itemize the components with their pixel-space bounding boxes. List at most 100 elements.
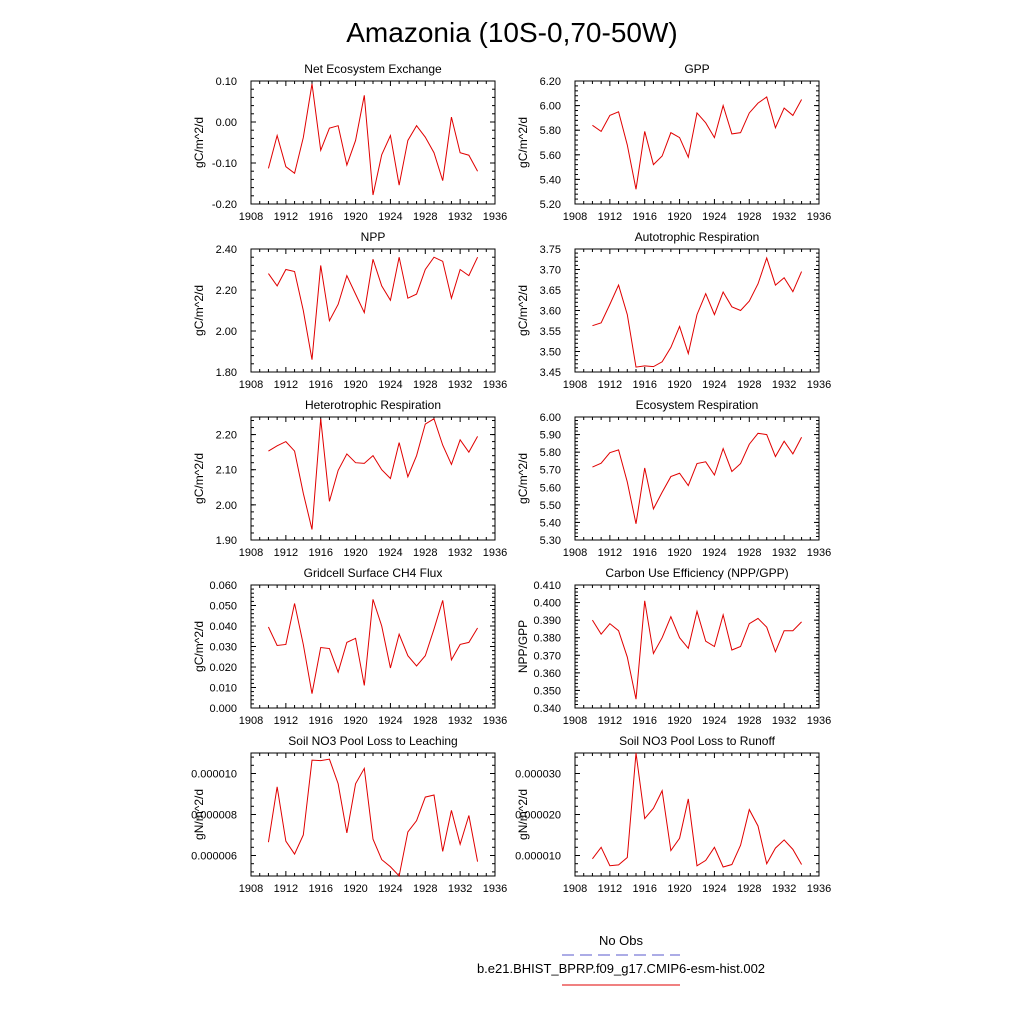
x-tick-label: 1924 bbox=[702, 211, 726, 223]
y-tick-label: 0.000010 bbox=[191, 769, 237, 781]
series-line-model-run bbox=[592, 752, 803, 868]
y-tick-label: 5.20 bbox=[540, 199, 561, 211]
y-axis-label: gN/m^2/d bbox=[516, 789, 530, 840]
y-tick-label: 3.45 bbox=[540, 367, 561, 379]
y-axis-label: gC/m^2/d bbox=[192, 621, 206, 672]
y-tick-label: 0.370 bbox=[533, 650, 561, 662]
panel-heterotrophic-respiration: Heterotrophic Respiration gC/m^2/d 1908 191… bbox=[192, 398, 507, 559]
series-line-model-run bbox=[267, 83, 479, 196]
y-tick-label: 0.030 bbox=[209, 642, 237, 654]
series-line-model-run bbox=[592, 432, 803, 524]
x-tick-label: 1908 bbox=[239, 715, 263, 727]
panel-title: Net Ecosystem Exchange bbox=[304, 62, 442, 76]
panel-title: Soil NO3 Pool Loss to Leaching bbox=[288, 734, 457, 748]
x-tick-label: 1924 bbox=[378, 883, 402, 895]
y-tick-label: 6.20 bbox=[540, 76, 561, 88]
x-tick-label: 1912 bbox=[274, 715, 298, 727]
x-tick-label: 1912 bbox=[274, 547, 298, 559]
series-line-model-run bbox=[592, 96, 803, 190]
y-tick-label: 0.400 bbox=[533, 598, 561, 610]
x-tick-label: 1920 bbox=[667, 883, 691, 895]
y-tick-label: 2.20 bbox=[216, 285, 237, 297]
x-tick-label: 1932 bbox=[772, 547, 796, 559]
x-tick-label: 1908 bbox=[563, 883, 587, 895]
x-tick-label: 1932 bbox=[448, 883, 472, 895]
x-tick-label: 1928 bbox=[413, 547, 437, 559]
y-tick-label: 6.00 bbox=[540, 412, 561, 424]
x-tick-label: 1936 bbox=[483, 379, 507, 391]
panel-title: GPP bbox=[684, 62, 709, 76]
y-tick-label: 2.20 bbox=[216, 430, 237, 442]
plot-frame bbox=[574, 584, 820, 709]
x-tick-label: 1932 bbox=[448, 379, 472, 391]
x-tick-label: 1924 bbox=[702, 379, 726, 391]
x-tick-label: 1936 bbox=[807, 883, 831, 895]
x-tick-label: 1936 bbox=[483, 547, 507, 559]
x-tick-label: 1928 bbox=[737, 715, 761, 727]
x-tick-label: 1932 bbox=[772, 715, 796, 727]
y-tick-label: 0.000 bbox=[209, 703, 237, 715]
panel-soil-no3-pool-loss-to-runoff: Soil NO3 Pool Loss to Runoff gN/m^2/d 1908… bbox=[515, 734, 831, 895]
y-tick-label: -0.20 bbox=[212, 199, 237, 211]
series-line-model-run bbox=[267, 758, 479, 878]
x-tick-label: 1936 bbox=[807, 379, 831, 391]
y-tick-label: 5.40 bbox=[540, 517, 561, 529]
panel-title: Ecosystem Respiration bbox=[636, 398, 759, 412]
y-tick-label: 5.60 bbox=[540, 482, 561, 494]
y-axis-label: gC/m^2/d bbox=[192, 453, 206, 504]
x-tick-label: 1908 bbox=[239, 211, 263, 223]
x-tick-label: 1916 bbox=[632, 547, 656, 559]
plot-frame bbox=[574, 416, 820, 541]
figure-title: Amazonia (10S-0,70-50W) bbox=[346, 17, 677, 48]
y-tick-label: -0.10 bbox=[212, 158, 237, 170]
x-tick-label: 1928 bbox=[413, 715, 437, 727]
x-tick-label: 1908 bbox=[563, 715, 587, 727]
series-line-model-run bbox=[592, 600, 802, 700]
x-tick-label: 1936 bbox=[807, 547, 831, 559]
x-tick-label: 1920 bbox=[667, 715, 691, 727]
y-tick-label: 0.340 bbox=[533, 703, 561, 715]
x-tick-label: 1916 bbox=[308, 211, 332, 223]
y-axis-label: gN/m^2/d bbox=[192, 789, 206, 840]
y-axis-label: gC/m^2/d bbox=[516, 453, 530, 504]
y-tick-label: 0.360 bbox=[533, 668, 561, 680]
y-tick-label: 3.70 bbox=[540, 265, 561, 277]
plot-frame bbox=[250, 248, 496, 373]
y-tick-label: 0.10 bbox=[216, 76, 237, 88]
y-axis-label: gC/m^2/d bbox=[192, 285, 206, 336]
chart-panels: Net Ecosystem Exchange gC/m^2/d 1908 1912 19… bbox=[191, 62, 831, 895]
x-tick-label: 1912 bbox=[598, 379, 622, 391]
x-tick-label: 1912 bbox=[598, 715, 622, 727]
x-tick-label: 1928 bbox=[737, 379, 761, 391]
x-tick-label: 1924 bbox=[702, 715, 726, 727]
x-tick-label: 1908 bbox=[563, 211, 587, 223]
x-tick-label: 1912 bbox=[598, 883, 622, 895]
plot-frame bbox=[574, 752, 820, 877]
x-tick-label: 1936 bbox=[483, 715, 507, 727]
panel-carbon-use-efficiency-npp-gpp: Carbon Use Efficiency (NPP/GPP) NPP/GPP 19… bbox=[516, 566, 831, 727]
y-tick-label: 0.350 bbox=[533, 685, 561, 697]
series-line-model-run bbox=[592, 256, 803, 368]
panel-title: Carbon Use Efficiency (NPP/GPP) bbox=[605, 566, 788, 580]
x-tick-label: 1932 bbox=[448, 547, 472, 559]
y-tick-label: 5.90 bbox=[540, 430, 561, 442]
x-tick-label: 1916 bbox=[632, 883, 656, 895]
series-line-model-run bbox=[268, 256, 479, 360]
y-tick-label: 5.60 bbox=[540, 150, 561, 162]
x-tick-label: 1912 bbox=[274, 379, 298, 391]
y-tick-label: 1.90 bbox=[216, 535, 237, 547]
panel-net-ecosystem-exchange: Net Ecosystem Exchange gC/m^2/d 1908 1912 19… bbox=[192, 62, 507, 223]
panel-title: Heterotrophic Respiration bbox=[305, 398, 441, 412]
y-tick-label: 0.00 bbox=[216, 117, 237, 129]
x-tick-label: 1908 bbox=[239, 547, 263, 559]
x-tick-label: 1916 bbox=[632, 211, 656, 223]
panel-gridcell-surface-ch4-flux: Gridcell Surface CH4 Flux gC/m^2/d 1908 191… bbox=[192, 566, 507, 727]
x-tick-label: 1920 bbox=[667, 379, 691, 391]
y-tick-label: 0.410 bbox=[533, 580, 561, 592]
series-line-model-run bbox=[268, 418, 479, 530]
x-tick-label: 1932 bbox=[772, 211, 796, 223]
x-tick-label: 1924 bbox=[702, 883, 726, 895]
x-tick-label: 1932 bbox=[448, 211, 472, 223]
x-tick-label: 1924 bbox=[378, 715, 402, 727]
x-tick-label: 1932 bbox=[448, 715, 472, 727]
